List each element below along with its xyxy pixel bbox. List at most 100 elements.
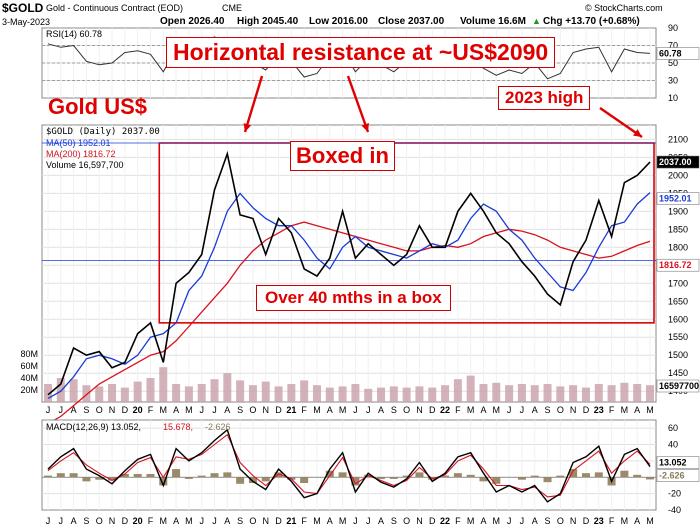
macd-histogram-bar [56,473,65,478]
volume-bar [620,382,629,402]
x-tick-label-bottom: N [570,516,577,526]
x-axis: JJJJAASSOONNDD2020FFMMAAMMJJJJAASSOONNDD… [46,405,654,526]
macd-histogram-bar [389,477,398,479]
volume-bar [530,385,539,402]
macd-hist-last-value: -2.626 [659,471,685,481]
macd-histogram-bar [159,477,168,486]
volume-bar [172,384,181,402]
volume-bar [338,386,347,402]
volume-bar [287,384,296,402]
x-tick-label-bottom: 20 [133,516,143,526]
x-tick-label: S [83,405,89,415]
volume-bar [569,385,578,402]
chart-date: 3-May-2023 [2,17,51,27]
volume-bar [159,367,168,402]
x-tick-label-bottom: J [353,516,358,526]
x-tick-label-bottom: 21 [286,516,296,526]
rsi-tick-label: 70 [668,41,678,51]
price-last-value-box [656,155,700,169]
x-tick-label-bottom: 22 [440,516,450,526]
macd-hist-last-value-box [656,469,700,482]
x-tick-label: J [59,405,64,415]
x-tick-label-bottom: M [185,516,193,526]
macd-histogram-bar [133,474,142,478]
price-tick-label: 2000 [668,170,688,180]
x-tick-label: 21 [286,405,296,415]
ma50-legend: MA(50) 1952.01 [46,138,111,148]
x-tick-label: A [224,405,230,415]
x-tick-label: D [122,405,129,415]
macd-histogram-bar [569,469,578,478]
macd-histogram-bar [146,474,155,478]
x-tick-label-bottom: S [83,516,89,526]
volume-bar [261,381,270,402]
x-tick-label-bottom: M [646,516,654,526]
volume-legend: Volume 16,597,700 [46,160,124,170]
rsi-tick-label: 50 [668,58,678,68]
volume-tick-label: 20M [20,385,38,395]
resistance-annotation: Horizontal resistance at ~US$2090 [166,37,556,68]
macd-histogram-bar [620,470,629,478]
x-tick-label: M [160,405,168,415]
volume-bar [146,378,155,402]
ma200-last-value: 1816.72 [659,260,692,270]
x-tick-label: F [301,405,307,415]
x-tick-label-bottom: O [96,516,103,526]
x-tick-label: J [46,405,51,415]
x-tick-label: M [185,405,193,415]
macd-histogram-bar [300,477,309,483]
macd-histogram-bar [646,477,654,480]
macd-histogram-bar [184,477,193,479]
volume-bar [441,385,450,402]
volume-bar [95,386,104,402]
x-tick-label-bottom: D [275,516,282,526]
close-value: Close 2037.00 [378,16,445,27]
macd-histogram-bar [82,477,91,482]
macd-histogram-bar [466,474,475,478]
macd-tick-label: 40 [668,440,678,450]
x-tick-label: M [646,405,654,415]
x-tick-label: D [429,405,436,415]
macd-tick-label: 60 [668,423,678,433]
high-2023-arrow-head [633,129,642,137]
macd-histogram-bar [543,477,552,483]
price-tick-label: 1700 [668,278,688,288]
volume-bar [517,384,526,402]
x-tick-label: M [621,405,629,415]
x-tick-label-bottom: M [160,516,168,526]
volume-bar [210,379,219,402]
volume-bar [274,386,283,402]
volume-last-value-box [656,379,700,393]
x-tick-label: 23 [594,405,604,415]
resistance-arrow-left [243,75,264,133]
x-tick-label-bottom: F [148,516,154,526]
volume-bar [120,387,129,402]
volume-tick-label: 80M [20,349,38,359]
x-tick-label-bottom: 23 [594,516,604,526]
x-tick-label-bottom: F [609,516,615,526]
volume-tick-label: 40M [20,373,38,383]
x-tick-label-bottom: A [71,516,77,526]
volume-bar [428,387,437,402]
x-tick-label: A [173,405,179,415]
x-tick-label-bottom: N [262,516,269,526]
volume-bar [466,375,475,402]
boxed-in-annotation: Boxed in [290,141,395,171]
x-tick-label-bottom: F [455,516,461,526]
change-arrow-icon: ▲ [532,16,541,26]
price-frame [41,124,657,403]
price-tick-label: 2100 [668,134,688,144]
volume-bar [402,387,411,402]
volume-bar [389,386,398,402]
volume-tick-label: 60M [20,361,38,371]
rsi-tick-label: 90 [668,23,678,33]
x-tick-label: J [353,405,358,415]
macd-frame [41,419,657,511]
macd-histogram-bar [223,472,232,478]
volume-bar [594,384,603,402]
x-tick-label-bottom: J [46,516,51,526]
x-tick-label-bottom: A [224,516,230,526]
macd-histogram-bar [120,474,129,478]
x-tick-label-bottom: S [237,516,243,526]
